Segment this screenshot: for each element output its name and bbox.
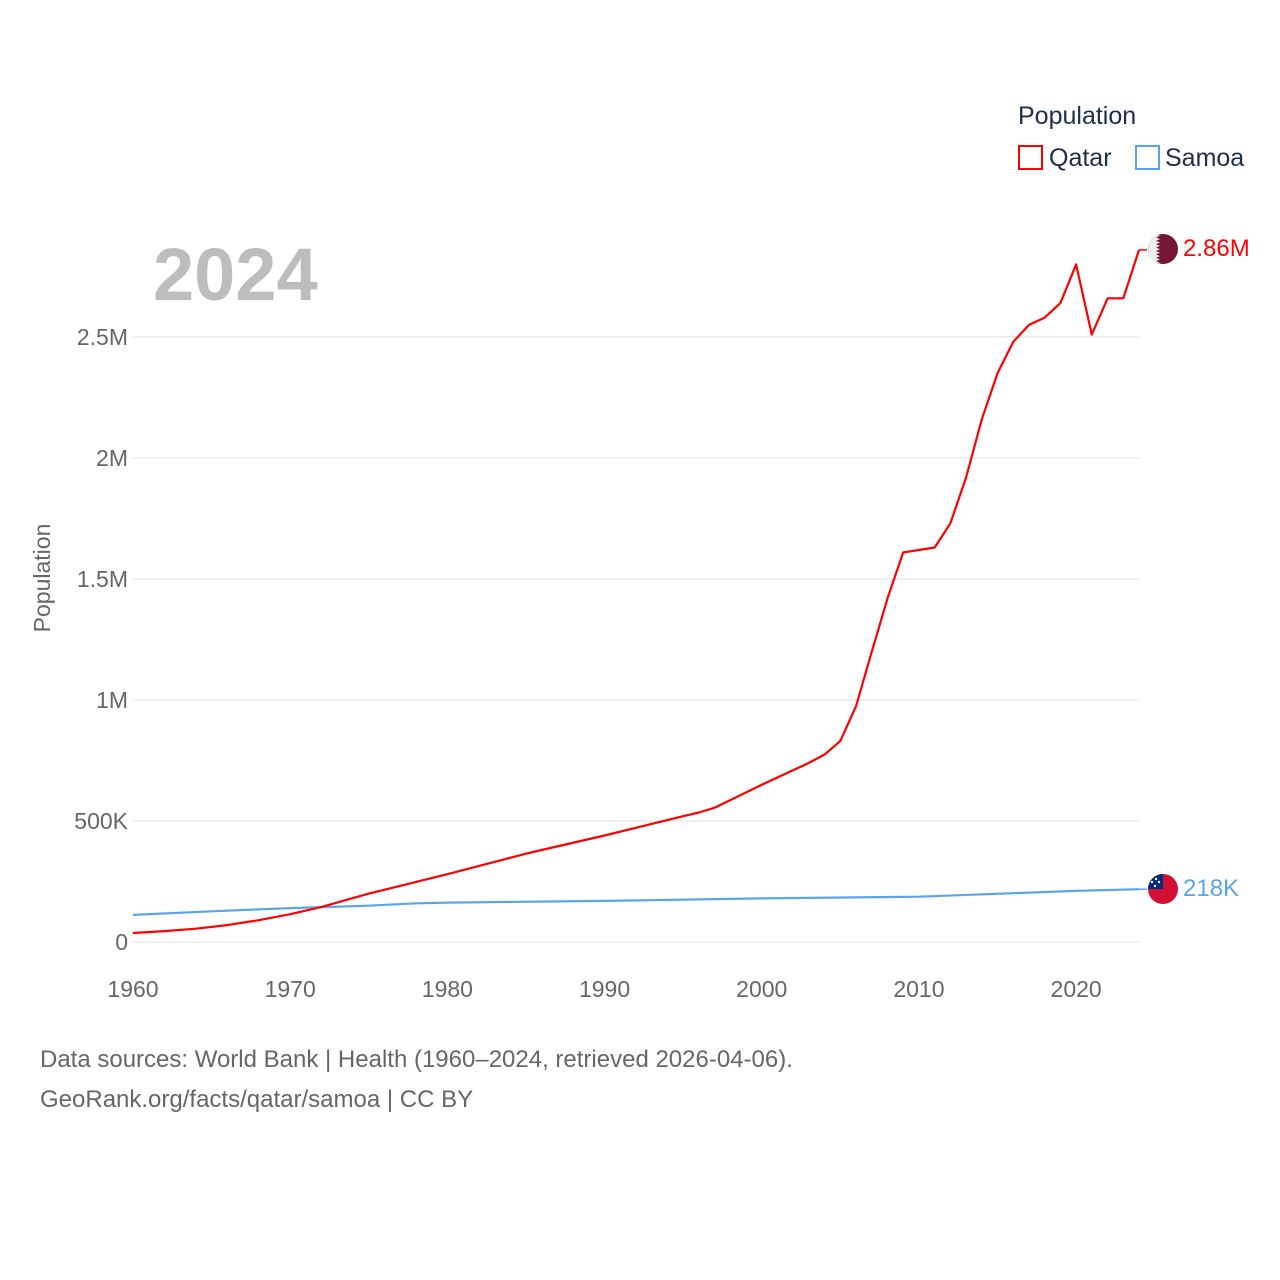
legend-label-qatar: Qatar (1049, 144, 1112, 172)
y-tick-label: 1.5M (77, 566, 128, 592)
y-tick-label: 2.5M (77, 324, 128, 350)
legend-swatch-samoa (1135, 145, 1160, 170)
legend-title: Population (1018, 102, 1136, 130)
data-source-text: Data sources: World Bank | Health (1960–… (40, 1046, 793, 1073)
y-tick-label: 500K (74, 808, 128, 834)
y-tick-label: 2M (96, 445, 128, 471)
samoa-flag-icon (1148, 874, 1178, 904)
legend: Population Qatar Samoa (1018, 102, 1244, 172)
series-line-qatar[interactable] (132, 249, 1141, 935)
y-tick-label: 0 (115, 929, 128, 955)
qatar-flag-icon (1148, 234, 1178, 264)
legend-item-qatar[interactable]: Qatar (1018, 144, 1112, 172)
y-tick-label: 1M (96, 687, 128, 713)
legend-item-samoa[interactable]: Samoa (1135, 144, 1244, 172)
samoa-end-label: 218K (1183, 875, 1239, 902)
x-tick-label: 1960 (107, 976, 158, 1002)
legend-label-samoa: Samoa (1165, 144, 1244, 172)
x-tick-label: 2000 (736, 976, 787, 1002)
x-tick-label: 1970 (265, 976, 316, 1002)
y-axis-label: Population (29, 524, 55, 633)
x-tick-label: 2010 (893, 976, 944, 1002)
x-tick-label: 2020 (1051, 976, 1102, 1002)
qatar-end-label: 2.86M (1183, 235, 1250, 262)
legend-swatch-qatar (1018, 145, 1043, 170)
year-label: 2024 (153, 233, 318, 316)
x-tick-label: 1990 (579, 976, 630, 1002)
series-line-samoa[interactable] (132, 888, 1140, 916)
source-link[interactable]: GeoRank.org/facts/qatar/samoa | CC BY (40, 1086, 474, 1113)
x-tick-label: 1980 (422, 976, 473, 1002)
